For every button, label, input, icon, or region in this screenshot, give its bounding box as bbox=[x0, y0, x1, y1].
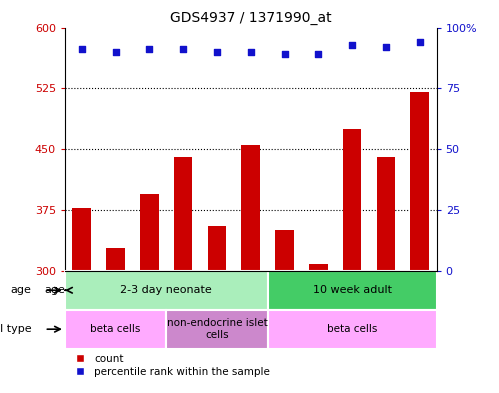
Point bbox=[416, 39, 424, 45]
Point bbox=[280, 51, 288, 57]
Text: 10 week adult: 10 week adult bbox=[313, 285, 392, 295]
Bar bbox=[106, 248, 125, 271]
Text: beta cells: beta cells bbox=[327, 324, 377, 334]
Bar bbox=[72, 208, 91, 271]
Bar bbox=[65, 310, 166, 349]
Text: non-endocrine islet
cells: non-endocrine islet cells bbox=[167, 318, 267, 340]
Text: age: age bbox=[44, 285, 65, 295]
Legend: count, percentile rank within the sample: count, percentile rank within the sample bbox=[70, 354, 270, 377]
Point bbox=[213, 49, 221, 55]
Bar bbox=[275, 230, 294, 271]
Bar bbox=[267, 310, 437, 349]
Text: 2-3 day neonate: 2-3 day neonate bbox=[120, 285, 212, 295]
Bar bbox=[65, 271, 267, 310]
Point bbox=[78, 46, 86, 53]
Point bbox=[179, 46, 187, 53]
Point bbox=[145, 46, 153, 53]
Point bbox=[247, 49, 255, 55]
Text: age: age bbox=[10, 285, 31, 295]
Point bbox=[348, 41, 356, 48]
Bar bbox=[377, 157, 395, 271]
Bar bbox=[242, 145, 260, 271]
Bar bbox=[343, 129, 361, 271]
Bar bbox=[208, 226, 226, 271]
Bar bbox=[174, 157, 193, 271]
Bar bbox=[140, 194, 159, 271]
Text: cell type: cell type bbox=[0, 324, 31, 334]
Bar bbox=[411, 92, 429, 271]
Text: beta cells: beta cells bbox=[90, 324, 141, 334]
Bar bbox=[267, 271, 437, 310]
Bar bbox=[166, 310, 267, 349]
Point bbox=[314, 51, 322, 57]
Point bbox=[382, 44, 390, 50]
Point bbox=[112, 49, 120, 55]
Title: GDS4937 / 1371990_at: GDS4937 / 1371990_at bbox=[170, 11, 331, 25]
Bar bbox=[309, 264, 328, 271]
